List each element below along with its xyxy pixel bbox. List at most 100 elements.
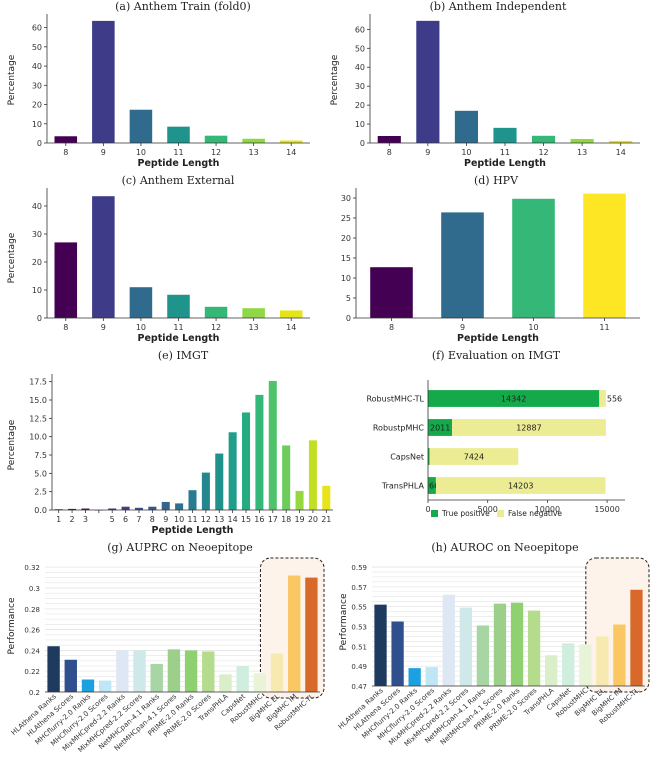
panel-a: (a) Anthem Train (fold0) 0 10 20 30 40 50 60 8 9 1… [7, 0, 310, 169]
bar [527, 610, 541, 686]
y-tick-label: 7.5 [34, 451, 47, 460]
x-tick-label: 15000 [594, 505, 619, 514]
bar [150, 663, 163, 692]
bar [47, 646, 60, 692]
bar [148, 506, 157, 510]
bar [322, 485, 331, 510]
bar [493, 127, 517, 143]
y-tick-label: 0.24 [24, 647, 40, 655]
y-tick-label: 40 [32, 202, 42, 211]
y-tick-label: 10 [355, 120, 365, 129]
bar [92, 20, 115, 144]
x-tick-label: 13 [214, 515, 224, 524]
x-tick-label: 9 [425, 148, 430, 157]
bar [441, 212, 484, 318]
y-tick-label: 15 [341, 254, 351, 263]
bar [288, 575, 301, 692]
y-tick-label: 0 [346, 314, 351, 323]
bar [108, 508, 117, 510]
bar [188, 490, 197, 510]
bar [175, 503, 184, 510]
panel-d: (d) HPV 0 5 10 15 20 25 30 8 9 10 11 Peptide Length [341, 174, 640, 344]
y-tick-label: 0.57 [351, 584, 367, 592]
bar [184, 650, 198, 692]
x-axis-label: Peptide Length [464, 158, 546, 169]
x-tick-label: 1 [56, 515, 61, 524]
bar [416, 20, 440, 143]
bar [374, 604, 387, 686]
y-tick-label: 20 [341, 234, 351, 243]
x-tick-label: 21 [321, 515, 331, 524]
bar [161, 501, 170, 510]
bar [253, 673, 267, 692]
y-tick-label: 0.28 [24, 606, 40, 614]
bar [133, 650, 146, 692]
x-tick-label: 20 [308, 515, 318, 524]
bar [562, 643, 575, 686]
bar [219, 674, 232, 692]
bar [545, 655, 558, 686]
y-axis-label: Performance [339, 593, 349, 650]
y-tick-label: 20 [355, 101, 365, 110]
bar [167, 649, 181, 692]
bar [242, 412, 251, 510]
x-tick-label: 14 [286, 323, 296, 332]
y-tick-label: 0.22 [24, 668, 40, 676]
y-tick-label: 20 [32, 101, 42, 110]
legend-label: False negative [508, 509, 562, 518]
bar [242, 138, 265, 143]
bar [613, 624, 626, 686]
category-label: RobustpMHC [373, 424, 425, 433]
x-tick-label: 9 [163, 515, 168, 524]
bar [81, 679, 95, 692]
x-tick-label: 19 [294, 515, 304, 524]
legend-swatch [497, 510, 504, 517]
x-tick-label: 14 [228, 515, 238, 524]
segment-label: 14203 [508, 482, 533, 491]
y-tick-label: 40 [32, 62, 42, 71]
x-tick-label: 8 [63, 323, 68, 332]
bar [425, 667, 438, 686]
panel-title: (a) Anthem Train (fold0) [115, 0, 251, 13]
bar [308, 440, 317, 510]
bar [98, 680, 112, 692]
x-tick-label: 12 [211, 148, 221, 157]
y-axis-label: Percentage [330, 54, 340, 105]
y-tick-label: 60 [32, 24, 42, 33]
bar [270, 653, 284, 692]
bar-segment [428, 390, 600, 407]
category-label: RobustMHC-TL [366, 395, 424, 404]
x-tick-label: 16 [254, 515, 264, 524]
bar [377, 135, 401, 143]
segment-label: 2011 [430, 424, 450, 433]
y-tick-label: 2.5 [34, 488, 47, 497]
category-label: CapsNet [390, 453, 424, 462]
y-tick-label: 0 [37, 139, 42, 148]
category-label: TransPHLA [381, 482, 425, 491]
y-tick-label: 10 [32, 286, 42, 295]
x-tick-label: 7 [136, 515, 141, 524]
bar [129, 109, 153, 143]
y-tick-label: 0.59 [351, 564, 367, 572]
bar-segment [429, 448, 519, 465]
y-tick-label: 0.3 [29, 585, 40, 593]
bar-segment [428, 448, 430, 465]
bar [121, 506, 130, 510]
y-tick-label: 30 [32, 81, 42, 90]
y-tick-label: 0.49 [351, 663, 367, 671]
panel-title: (c) Anthem External [122, 174, 235, 187]
y-tick-label: 5 [346, 294, 351, 303]
bar [510, 602, 524, 686]
bar-segment [428, 477, 436, 494]
panel-title: (g) AUPRC on Neoepitope [107, 541, 253, 554]
y-tick-label: 5.0 [34, 469, 47, 478]
x-tick-label: 14 [616, 148, 626, 157]
x-tick-label: 10 [461, 148, 471, 157]
legend-label: True positive [441, 509, 490, 518]
panel-title: (h) AUROC on Neoepitope [431, 541, 578, 554]
bar [64, 659, 77, 692]
y-tick-label: 0.51 [351, 643, 367, 651]
y-tick-label: 10 [341, 274, 351, 283]
bar [92, 196, 115, 318]
x-tick-label: 9 [101, 148, 106, 157]
